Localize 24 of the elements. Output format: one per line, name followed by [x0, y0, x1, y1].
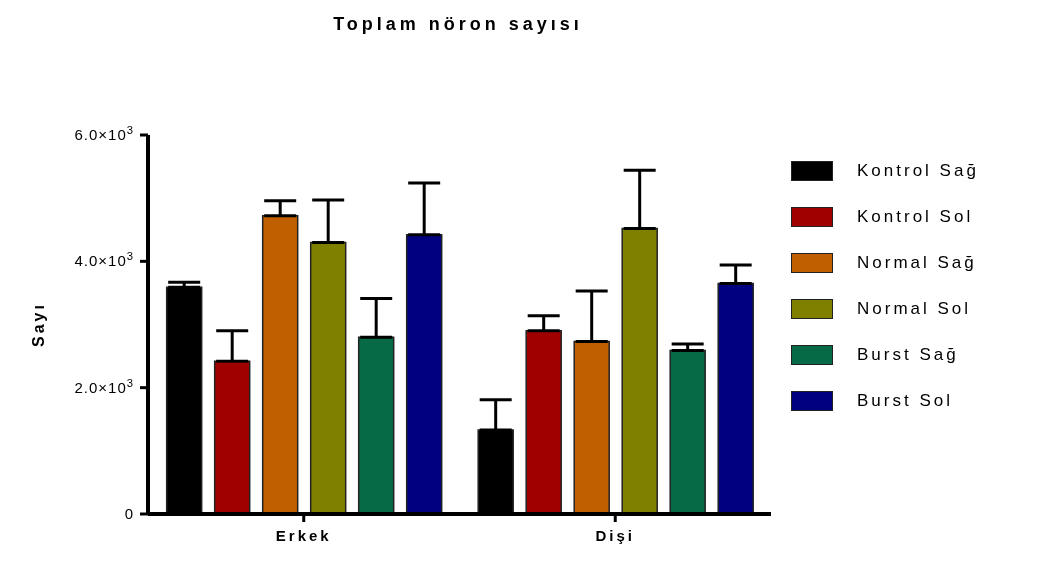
- y-tick-label: 6.0×10$^{3}$: [74, 124, 134, 143]
- chart-title: Toplam nöron sayısı: [332, 14, 584, 35]
- bar: [669, 349, 706, 514]
- bar: [717, 282, 754, 514]
- bar: [573, 340, 610, 514]
- y-tick-label: 0: [124, 505, 134, 522]
- bar: [405, 234, 443, 514]
- bar: [357, 336, 395, 514]
- bar: [525, 330, 562, 514]
- bar: [261, 215, 299, 514]
- bar: [213, 360, 251, 514]
- y-tick-label: 2.0×10$^{3}$: [74, 376, 134, 396]
- bar: [309, 241, 347, 514]
- legend-label: Burst Sağ: [857, 345, 959, 365]
- bar: [621, 227, 658, 514]
- legend-label: Kontrol Sol: [857, 207, 974, 227]
- y-axis-title: Sayı: [29, 302, 47, 347]
- x-tick-label: Erkek: [275, 526, 332, 544]
- legend-label: Burst Sol: [857, 391, 953, 411]
- y-tick-label: 4.0×10$^{3}$: [74, 250, 134, 270]
- legend-label: Normal Sol: [857, 299, 972, 319]
- legend-label: Kontrol Sağ: [857, 161, 979, 181]
- x-tick-label: Dişi: [595, 526, 636, 544]
- legend-label: Normal Sağ: [857, 253, 977, 273]
